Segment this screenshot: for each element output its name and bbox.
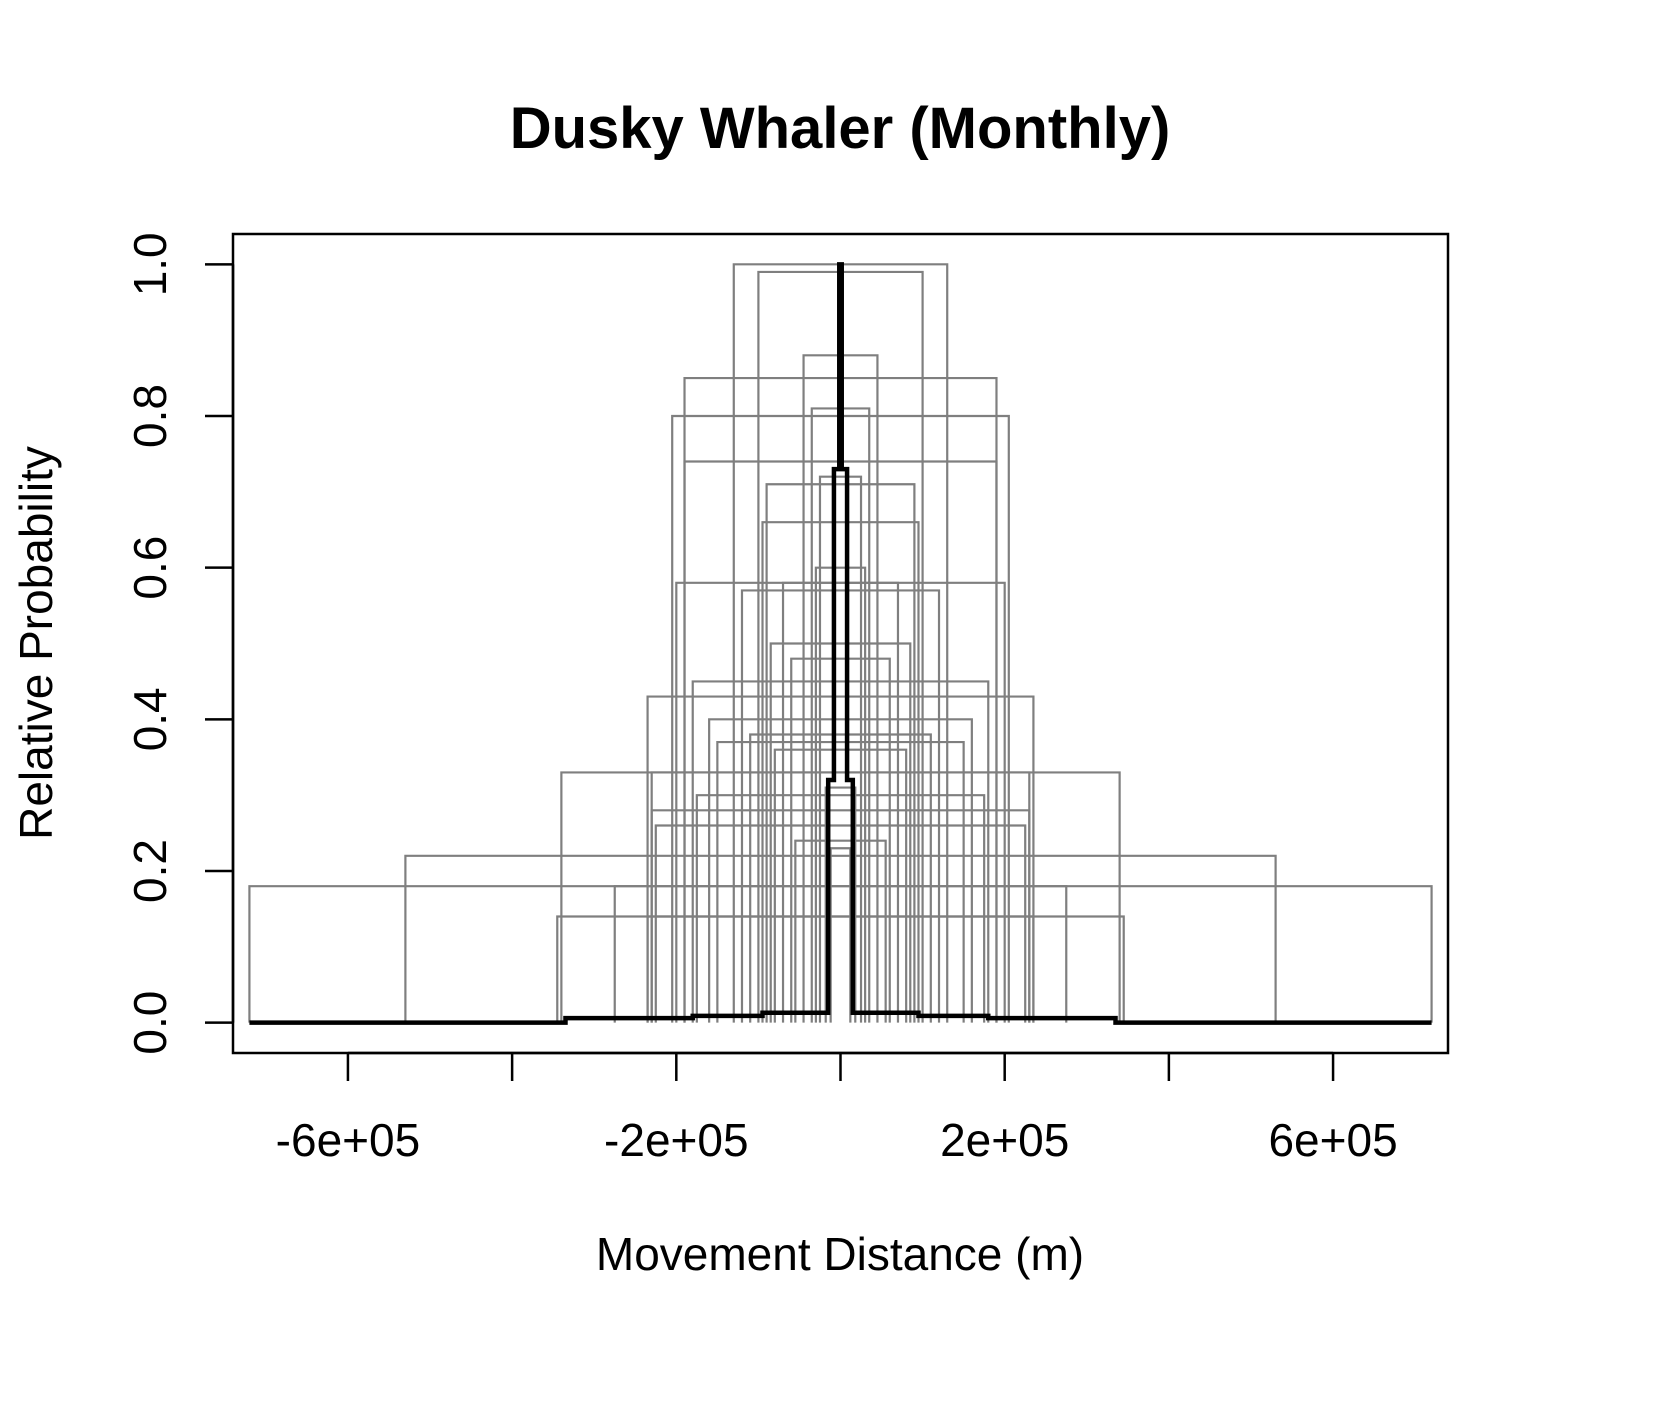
individual-curve-34 [824, 786, 857, 1023]
x-tick-label-1: -6e+05 [276, 1114, 421, 1166]
individual-curve-6 [646, 695, 1035, 1023]
individual-curve-27 [781, 581, 900, 1023]
y-axis-label: Relative Probability [10, 446, 62, 840]
individual-curve-17 [708, 718, 973, 1023]
individual-curve-15 [691, 680, 990, 1023]
individual-curve-28 [790, 657, 891, 1023]
individual-curve-29 [794, 839, 887, 1023]
individual-curve-24 [765, 483, 916, 1023]
individual-curve-14 [675, 581, 1006, 1023]
y-tick-label-2: 0.2 [124, 839, 176, 903]
individual-curve-5 [613, 885, 1068, 1023]
y-tick-label-3: 0.4 [124, 687, 176, 751]
chart-title: Dusky Whaler (Monthly) [510, 96, 1171, 161]
individual-curve-23 [761, 521, 920, 1023]
individual-curve-18 [716, 740, 965, 1023]
y-tick-label-6: 1.0 [124, 232, 176, 296]
individual-curve-21 [749, 733, 932, 1023]
individual-curve-9 [646, 915, 1035, 1023]
individual-curve-33 [818, 475, 863, 1023]
x-axis: -6e+05 -2e+05 2e+05 6e+05 [276, 1051, 1398, 1166]
individual-curve-16 [695, 794, 986, 1023]
y-tick-label-5: 0.8 [124, 384, 176, 448]
x-tick-label-3: 2e+05 [940, 1114, 1069, 1166]
mean-series-group [249, 262, 1432, 1025]
x-tick-label-4: 6e+05 [1268, 1114, 1397, 1166]
individual-curve-20 [740, 589, 941, 1023]
individual-curve-1 [248, 885, 1433, 1023]
individual-curve-11 [683, 376, 998, 1023]
individual-curve-26 [773, 748, 908, 1023]
individual-curve-10 [654, 824, 1027, 1023]
y-tick-label-1: 0.0 [124, 991, 176, 1055]
individual-curve-32 [814, 566, 867, 1023]
individual-curve-25 [769, 642, 912, 1023]
mean-curve [249, 262, 1432, 1025]
individual-curve-4 [556, 915, 1125, 1023]
y-axis: 0.0 0.2 0.4 0.6 0.8 1.0 [124, 232, 235, 1055]
individual-curve-2 [404, 854, 1277, 1023]
y-tick-label-4: 0.6 [124, 536, 176, 600]
x-tick-label-2: -2e+05 [604, 1114, 749, 1166]
individual-curve-35 [829, 847, 852, 1023]
x-axis-label: Movement Distance (m) [596, 1228, 1084, 1280]
